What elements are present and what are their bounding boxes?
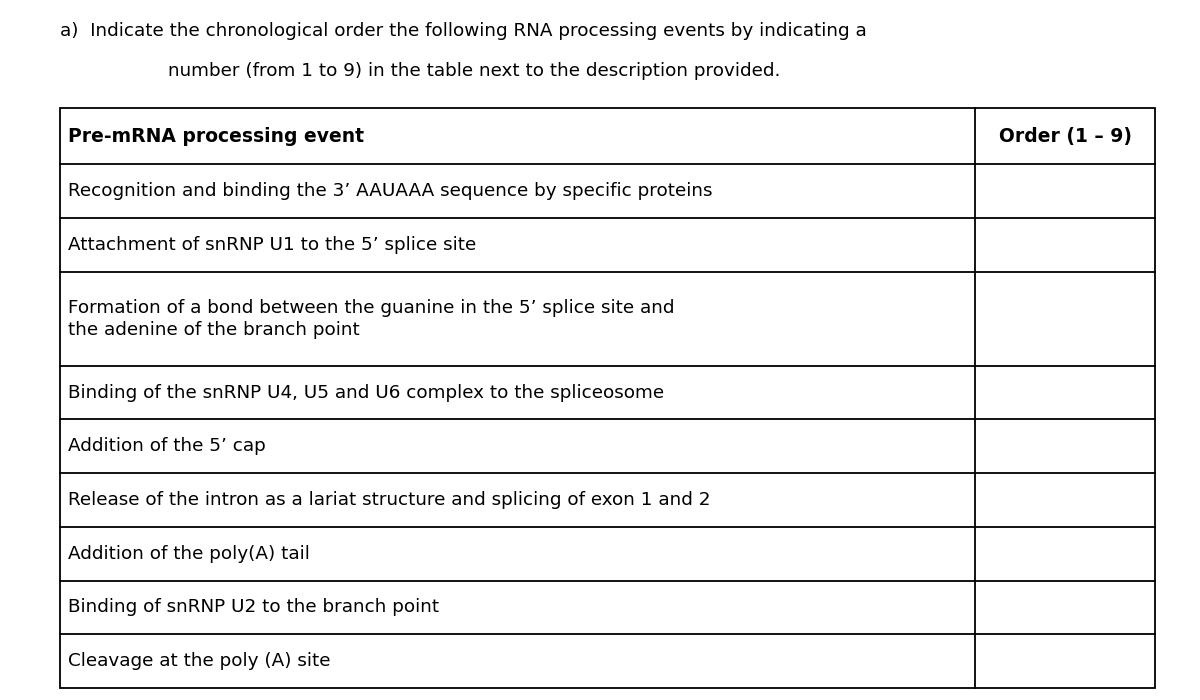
Text: Recognition and binding the 3’ AAUAAA sequence by specific proteins: Recognition and binding the 3’ AAUAAA se…: [68, 182, 713, 200]
Text: number (from 1 to 9) in the table next to the description provided.: number (from 1 to 9) in the table next t…: [168, 62, 780, 80]
Text: Formation of a bond between the guanine in the 5’ splice site and: Formation of a bond between the guanine …: [68, 299, 674, 317]
Bar: [60, 108, 1154, 688]
Text: Order (1 – 9): Order (1 – 9): [998, 127, 1132, 146]
Text: Addition of the 5’ cap: Addition of the 5’ cap: [68, 438, 265, 455]
Text: the adenine of the branch point: the adenine of the branch point: [68, 321, 360, 339]
Text: Binding of the snRNP U4, U5 and U6 complex to the spliceosome: Binding of the snRNP U4, U5 and U6 compl…: [68, 384, 664, 402]
Text: Binding of snRNP U2 to the branch point: Binding of snRNP U2 to the branch point: [68, 598, 439, 617]
Text: Release of the intron as a lariat structure and splicing of exon 1 and 2: Release of the intron as a lariat struct…: [68, 491, 710, 509]
Text: a)  Indicate the chronological order the following RNA processing events by indi: a) Indicate the chronological order the …: [60, 22, 866, 40]
Text: Cleavage at the poly (A) site: Cleavage at the poly (A) site: [68, 652, 330, 670]
Text: Addition of the poly(A) tail: Addition of the poly(A) tail: [68, 545, 310, 563]
Text: Pre-mRNA processing event: Pre-mRNA processing event: [68, 127, 364, 146]
Text: Attachment of snRNP U1 to the 5’ splice site: Attachment of snRNP U1 to the 5’ splice …: [68, 236, 476, 254]
